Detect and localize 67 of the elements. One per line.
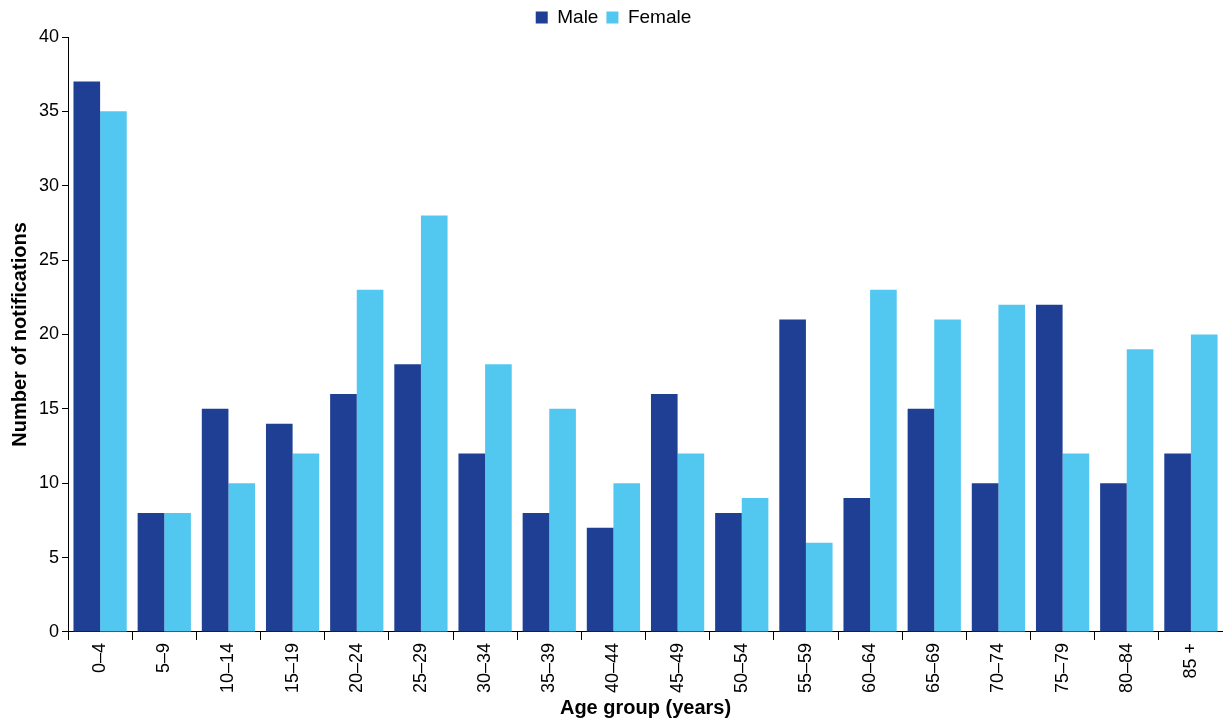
bar xyxy=(998,304,1026,632)
bar xyxy=(613,483,641,632)
x-tick-label: 80–84 xyxy=(1115,642,1136,694)
y-tick-label: 20 xyxy=(38,323,60,344)
bar xyxy=(485,364,512,632)
x-tick-label: 35–39 xyxy=(538,642,559,694)
bar xyxy=(137,512,165,632)
y-tick-label: 35 xyxy=(38,100,60,121)
y-axis-title: Number of notifications xyxy=(7,222,30,447)
x-tick-label: 75–79 xyxy=(1051,642,1072,694)
bar xyxy=(870,289,897,632)
x-tick-label: 5–9 xyxy=(153,642,174,673)
bar xyxy=(1062,453,1090,632)
bar xyxy=(907,408,935,632)
x-tick-label: 70–74 xyxy=(987,642,1008,694)
legend-label: Female xyxy=(627,5,692,27)
bar xyxy=(356,289,384,632)
y-tick-label: 0 xyxy=(49,620,60,641)
y-tick-label: 30 xyxy=(38,174,60,195)
bar xyxy=(1126,349,1154,632)
bar xyxy=(586,527,614,632)
bar xyxy=(971,483,999,632)
bar xyxy=(741,498,769,632)
x-tick-label: 65–69 xyxy=(923,642,944,694)
bar xyxy=(715,512,742,632)
bar xyxy=(843,498,871,632)
bar xyxy=(522,512,550,632)
bar xyxy=(677,453,705,632)
x-tick-label: 60–64 xyxy=(859,642,880,694)
bar xyxy=(420,215,448,632)
y-tick-label: 40 xyxy=(38,25,60,46)
bar xyxy=(164,512,191,632)
x-tick-label: 50–54 xyxy=(730,642,751,694)
x-tick-label: 20–24 xyxy=(345,642,366,694)
bar xyxy=(1164,453,1191,632)
bar xyxy=(650,393,678,632)
x-tick-label: 15–19 xyxy=(281,642,302,694)
bar xyxy=(549,408,576,632)
bar xyxy=(201,408,229,632)
x-tick-label: 0–4 xyxy=(89,642,110,673)
y-tick-label: 5 xyxy=(49,546,60,567)
legend-label: Male xyxy=(557,5,599,27)
bar xyxy=(394,364,421,632)
bar xyxy=(292,453,320,632)
bar xyxy=(779,319,806,632)
bar xyxy=(458,453,486,632)
x-axis-title: Age group (years) xyxy=(559,695,732,718)
bar xyxy=(100,111,127,632)
bar xyxy=(1035,304,1063,632)
bar xyxy=(228,483,256,632)
bar xyxy=(805,542,833,632)
bar xyxy=(265,423,293,632)
bar xyxy=(1190,334,1218,632)
x-tick-label: 55–59 xyxy=(794,642,815,694)
x-tick-label: 45–49 xyxy=(666,642,687,694)
bar xyxy=(934,319,961,632)
bar xyxy=(330,393,357,632)
x-tick-label: 25–29 xyxy=(409,642,430,694)
x-tick-label: 10–14 xyxy=(217,642,238,694)
y-tick-label: 25 xyxy=(38,249,60,270)
bar xyxy=(1100,483,1127,632)
x-tick-label: 40–44 xyxy=(602,642,623,694)
bar xyxy=(73,81,101,632)
x-tick-label: 30–34 xyxy=(474,642,495,694)
y-tick-label: 10 xyxy=(38,472,60,493)
y-tick-label: 15 xyxy=(38,397,60,418)
x-tick-label: 85 + xyxy=(1179,642,1200,679)
